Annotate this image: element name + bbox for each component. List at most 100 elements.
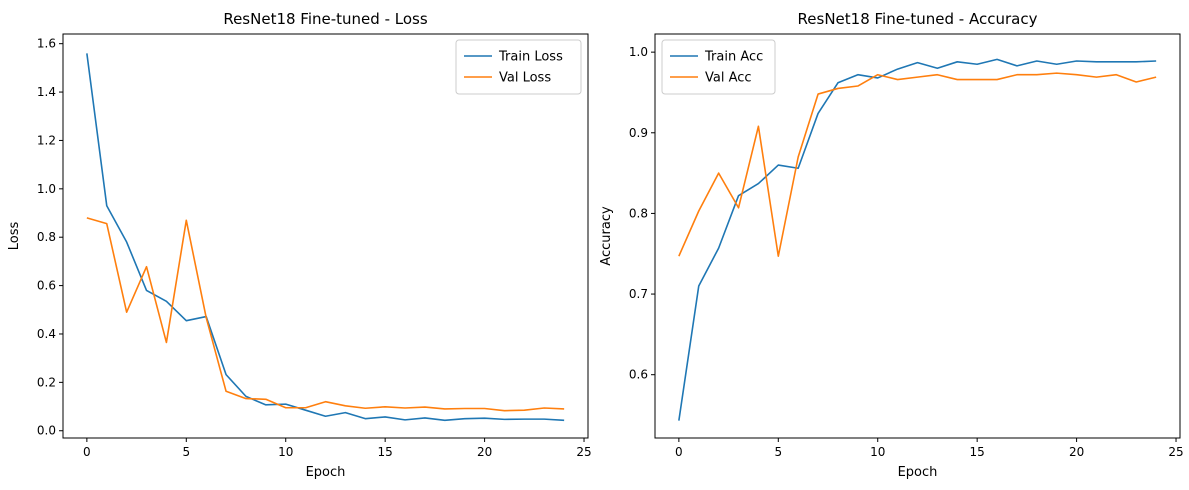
y-tick-label: 0.8 — [37, 230, 56, 244]
data-point — [165, 341, 167, 343]
data-point — [1016, 65, 1018, 67]
data-point — [1155, 76, 1157, 78]
data-point — [916, 61, 918, 63]
data-point — [777, 164, 779, 166]
y-axis-label: Accuracy — [599, 206, 614, 266]
x-tick-label: 20 — [477, 445, 492, 459]
y-tick-label: 1.0 — [37, 182, 56, 196]
x-tick-label: 5 — [182, 445, 190, 459]
data-point — [503, 418, 505, 420]
data-point — [976, 63, 978, 65]
data-point — [225, 373, 227, 375]
y-tick-label: 1.2 — [37, 133, 56, 147]
data-point — [563, 419, 565, 421]
y-tick-label: 0.4 — [37, 327, 56, 341]
data-point — [324, 401, 326, 403]
legend-label: Train Acc — [704, 50, 763, 65]
y-tick-label: 0.8 — [629, 206, 648, 220]
legend-label: Train Loss — [498, 50, 563, 65]
data-point — [543, 418, 545, 420]
series-line-1 — [678, 58, 1157, 421]
data-point — [464, 407, 466, 409]
data-point — [364, 417, 366, 419]
data-point — [678, 255, 680, 257]
data-point — [797, 156, 799, 158]
data-point — [996, 58, 998, 60]
data-point — [205, 316, 207, 318]
series-line-1 — [86, 53, 565, 422]
data-point — [1155, 60, 1157, 62]
data-point — [877, 77, 879, 79]
data-point — [444, 408, 446, 410]
y-tick-label: 0.9 — [629, 126, 648, 140]
data-point — [424, 406, 426, 408]
data-point — [936, 74, 938, 76]
y-tick-label: 1.6 — [37, 37, 56, 51]
data-point — [777, 255, 779, 257]
data-point — [344, 405, 346, 407]
data-point — [444, 419, 446, 421]
data-point — [265, 404, 267, 406]
data-point — [1075, 74, 1077, 76]
data-point — [165, 300, 167, 302]
data-point — [503, 409, 505, 411]
data-point — [797, 167, 799, 169]
data-point — [896, 68, 898, 70]
data-point — [225, 390, 227, 392]
x-tick-label: 0 — [675, 445, 683, 459]
legend: Train Acc Val Acc — [661, 39, 776, 95]
data-point — [936, 67, 938, 69]
y-tick-label: 0.6 — [629, 368, 648, 382]
chart-title: ResNet18 Fine-tuned - Loss — [223, 10, 428, 28]
y-tick-label: 0.6 — [37, 279, 56, 293]
data-point — [185, 319, 187, 321]
data-point — [1135, 61, 1137, 63]
x-tick-label: 10 — [278, 445, 293, 459]
data-point — [1016, 74, 1018, 76]
data-point — [1115, 61, 1117, 63]
data-point — [106, 205, 108, 207]
data-point — [265, 398, 267, 400]
data-point — [1036, 74, 1038, 76]
data-point — [837, 82, 839, 84]
x-tick-label: 0 — [83, 445, 91, 459]
y-tick-label: 1.0 — [629, 45, 648, 59]
legend-box — [661, 39, 776, 95]
data-point — [857, 74, 859, 76]
data-point — [543, 407, 545, 409]
data-point — [916, 76, 918, 78]
data-point — [1075, 60, 1077, 62]
x-axis-label: Epoch — [898, 465, 938, 480]
data-point — [404, 407, 406, 409]
data-point — [1095, 61, 1097, 63]
data-point — [106, 222, 108, 224]
data-point — [145, 289, 147, 291]
data-point — [145, 266, 147, 268]
data-point — [698, 285, 700, 287]
data-point — [125, 311, 127, 313]
data-point — [976, 78, 978, 80]
plot-frame — [62, 33, 589, 439]
data-point — [245, 395, 247, 397]
data-point — [304, 409, 306, 411]
x-tick-label: 5 — [774, 445, 782, 459]
data-point — [185, 219, 187, 221]
data-point — [86, 52, 88, 54]
data-point — [678, 419, 680, 421]
data-point — [1115, 74, 1117, 76]
y-tick-label: 0.2 — [37, 375, 56, 389]
data-point — [523, 418, 525, 420]
data-point — [285, 407, 287, 409]
data-point — [877, 74, 879, 76]
data-point — [563, 408, 565, 410]
data-point — [86, 217, 88, 219]
data-point — [1056, 63, 1058, 65]
chart-panel-1: ResNet18 Fine-tuned - Loss 0 5 10 15 20 25 0.0 0… — [7, 10, 592, 480]
data-point — [464, 417, 466, 419]
data-point — [737, 194, 739, 196]
data-point — [245, 397, 247, 399]
data-point — [125, 241, 127, 243]
data-point — [817, 112, 819, 114]
data-point — [1095, 76, 1097, 78]
